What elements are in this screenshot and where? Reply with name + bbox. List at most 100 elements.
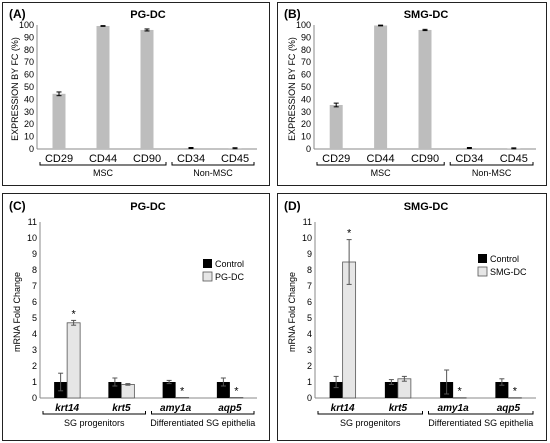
group-label: Differentiated SG epithelia xyxy=(428,418,533,428)
y-tick-label: 5 xyxy=(32,313,37,323)
x-tick-label: CD90 xyxy=(133,153,161,165)
x-tick-label: amy1a xyxy=(160,403,192,414)
legend-swatch xyxy=(203,259,212,268)
legend-label: Control xyxy=(215,259,244,269)
bar xyxy=(96,25,110,149)
panel-a-label: (A) xyxy=(9,7,26,21)
group-label: Differentiated SG epithelia xyxy=(150,418,255,428)
bar-control xyxy=(162,382,176,398)
panel-a: (A) PG-DC EXPRESSION BY FC (%) 0 10 20 30 40… xyxy=(2,2,270,186)
group-label: MSC xyxy=(371,168,392,178)
y-tick-label: 4 xyxy=(32,329,37,339)
legend-label: PG-DC xyxy=(215,272,245,282)
panel-c: (C) PG-DC mRNA Fold Change 0 1 2 3 4 5 6 7 8 9 10 1… xyxy=(2,193,270,441)
chart-b-ylabel: EXPRESSION BY FC (%) xyxy=(287,37,297,141)
panel-b: (B) SMG-DC EXPRESSION BY FC (%) 0 10 20 30 4… xyxy=(277,2,547,186)
x-tick-label: CD90 xyxy=(411,153,439,165)
y-tick-label: 90 xyxy=(301,32,311,42)
group-label: MSC xyxy=(93,168,114,178)
x-tick-label: krt14 xyxy=(55,403,79,414)
y-tick-label: 9 xyxy=(307,249,312,259)
group-bracket xyxy=(449,162,534,166)
y-tick-label: 3 xyxy=(32,345,37,355)
bar xyxy=(374,25,388,149)
significance-marker: * xyxy=(347,228,352,240)
bar-control xyxy=(108,382,122,398)
legend-label: Control xyxy=(490,254,519,264)
chart-a-title: PG-DC xyxy=(130,9,166,21)
x-tick-label: CD45 xyxy=(221,153,249,165)
y-tick-label: 2 xyxy=(307,361,312,371)
bar xyxy=(140,29,154,149)
bar-treated xyxy=(229,397,244,399)
significance-marker: * xyxy=(457,386,462,398)
y-tick-label: 80 xyxy=(301,45,311,55)
y-tick-label: 8 xyxy=(307,265,312,275)
y-tick-label: 5 xyxy=(307,313,312,323)
panel-c-label: (C) xyxy=(9,199,26,213)
group-bracket xyxy=(39,162,167,166)
y-tick-label: 60 xyxy=(24,70,34,80)
y-tick-label: 10 xyxy=(301,132,311,142)
y-tick-label: 8 xyxy=(32,265,37,275)
x-tick-label: CD45 xyxy=(500,153,528,165)
group-bracket xyxy=(42,411,146,415)
panel-d: (D) SMG-DC mRNA Fold Change 0 1 2 3 4 5 6 7 8 9 10… xyxy=(277,193,547,441)
x-tick-label: CD29 xyxy=(322,153,350,165)
x-tick-label: CD44 xyxy=(367,153,395,165)
chart-c-ylabel: mRNA Fold Change xyxy=(12,272,22,352)
y-tick-label: 70 xyxy=(24,57,34,67)
chart-d-svg: (D) SMG-DC mRNA Fold Change 0 1 2 3 4 5 6 7 8 9 10… xyxy=(284,199,536,428)
group-bracket xyxy=(151,411,255,415)
x-tick-label: krt5 xyxy=(389,403,408,414)
y-tick-label: 4 xyxy=(307,329,312,339)
bar-treated xyxy=(507,397,522,399)
y-tick-label: 11 xyxy=(28,217,37,227)
x-tick-label: amy1a xyxy=(438,403,470,414)
group-bracket xyxy=(428,411,534,415)
x-tick-label: aqp5 xyxy=(497,403,521,414)
group-bracket xyxy=(317,411,423,415)
legend-label: SMG-DC xyxy=(490,267,527,277)
chart-b-title: SMG-DC xyxy=(404,9,449,21)
bar-treated xyxy=(452,397,467,399)
x-tick-label: CD44 xyxy=(89,153,117,165)
group-bracket xyxy=(171,162,255,166)
group-label: Non-MSC xyxy=(193,168,233,178)
y-tick-label: 30 xyxy=(301,107,311,117)
y-tick-label: 6 xyxy=(32,297,37,307)
chart-c-title: PG-DC xyxy=(130,201,166,213)
bar-treated xyxy=(66,322,81,399)
group-bracket xyxy=(316,162,445,166)
y-tick-label: 40 xyxy=(24,94,34,104)
bar-control xyxy=(216,382,230,398)
significance-marker: * xyxy=(234,386,239,398)
significance-marker: * xyxy=(180,386,185,398)
significance-marker: * xyxy=(71,308,76,320)
bar xyxy=(52,93,66,149)
bar xyxy=(418,29,432,149)
x-tick-label: krt14 xyxy=(331,403,355,414)
y-tick-label: 0 xyxy=(307,393,312,403)
y-tick-label: 50 xyxy=(301,82,311,92)
y-tick-label: 1 xyxy=(32,377,37,387)
significance-marker: * xyxy=(513,386,518,398)
panel-b-label: (B) xyxy=(284,7,301,21)
y-tick-label: 70 xyxy=(301,57,311,67)
chart-a-ylabel: EXPRESSION BY FC (%) xyxy=(10,37,20,141)
chart-c-svg: (C) PG-DC mRNA Fold Change 0 1 2 3 4 5 6 7 8 9 10 1… xyxy=(9,199,257,428)
y-tick-label: 10 xyxy=(27,233,37,243)
y-tick-label: 7 xyxy=(32,281,37,291)
y-tick-label: 11 xyxy=(303,217,312,227)
chart-a-svg: (A) PG-DC EXPRESSION BY FC (%) 0 10 20 30 40… xyxy=(9,7,257,178)
bar-control xyxy=(495,382,509,398)
chart-d-ylabel: mRNA Fold Change xyxy=(287,272,297,352)
y-tick-label: 90 xyxy=(24,32,34,42)
group-label: Non-MSC xyxy=(472,168,512,178)
y-tick-label: 20 xyxy=(301,119,311,129)
y-tick-label: 2 xyxy=(32,361,37,371)
bar-treated xyxy=(120,383,135,399)
y-tick-label: 30 xyxy=(24,107,34,117)
y-tick-label: 0 xyxy=(29,144,34,154)
chart-b-svg: (B) SMG-DC EXPRESSION BY FC (%) 0 10 20 30 4… xyxy=(284,7,536,178)
